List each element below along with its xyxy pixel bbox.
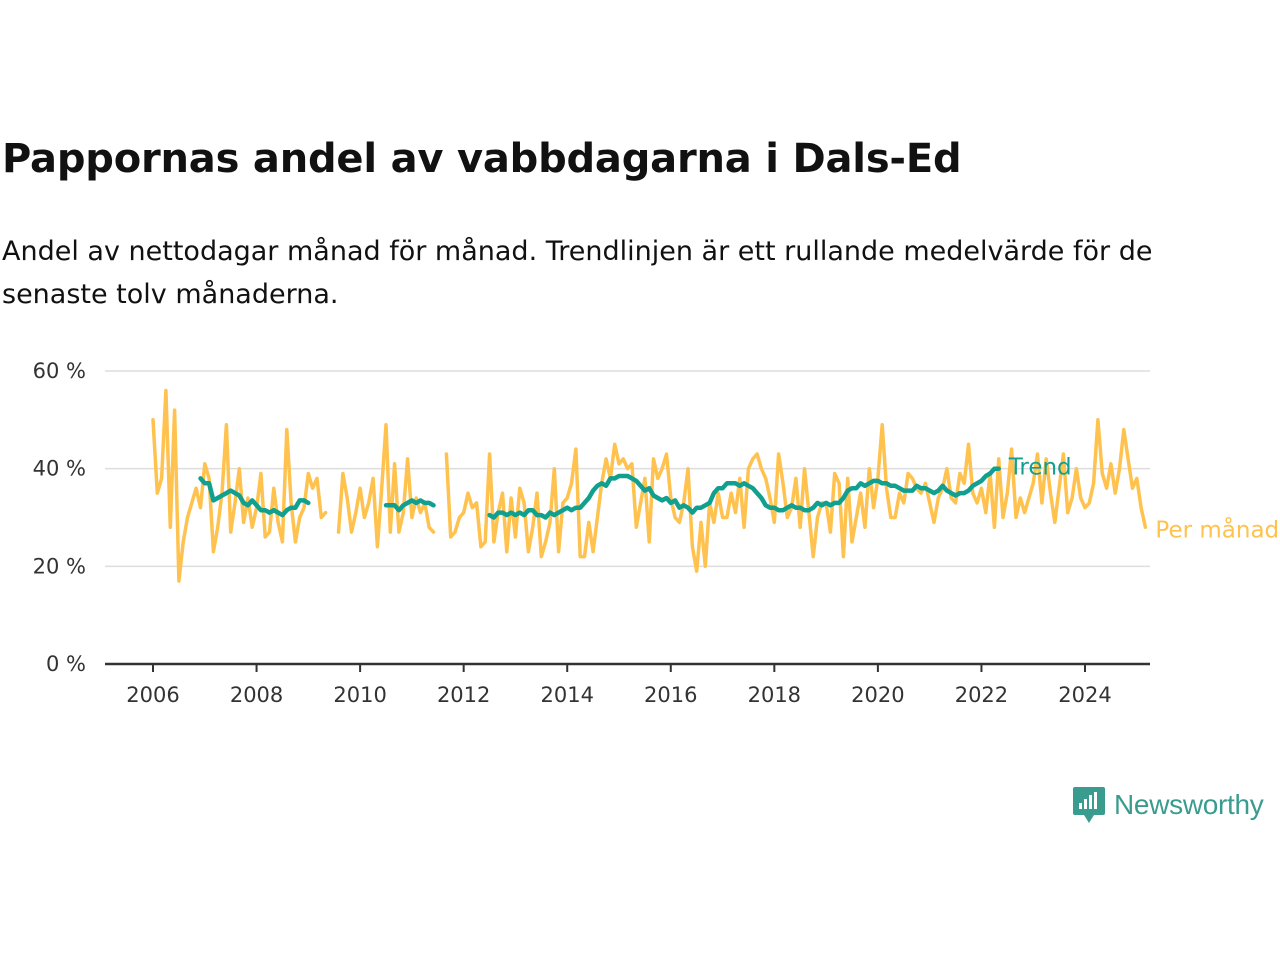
series-line (198, 476, 311, 518)
series-line (151, 388, 328, 583)
y-axis: 0 % 20 % 40 % 60 % (33, 359, 86, 676)
line-chart: 0 % 20 % 40 % 60 % 2006 2008 2010 2012 2014 2016… (33, 359, 1280, 707)
newsworthy-logo-icon (1073, 787, 1105, 823)
x-tick-label: 2008 (230, 683, 283, 707)
series-trend (198, 466, 1001, 520)
series-per-manad (151, 388, 1148, 583)
chart-subtitle: Andel av nettodagar månad för månad. Tre… (2, 236, 1153, 310)
x-tick-label: 2016 (644, 683, 697, 707)
series-line (444, 418, 1148, 573)
y-tick-label: 40 % (33, 457, 86, 481)
series-line (383, 498, 436, 513)
x-tick-label: 2006 (126, 683, 179, 707)
brand-name: Newsworthy (1114, 789, 1264, 820)
x-tick-label: 2022 (955, 683, 1008, 707)
series-label: Per månad (1155, 515, 1279, 543)
x-tick-label: 2010 (333, 683, 386, 707)
y-tick-label: 60 % (33, 359, 86, 383)
chart-title: Pappornas andel av vabbdagarna i Dals-Ed (2, 136, 962, 182)
x-tick-label: 2018 (748, 683, 801, 707)
x-tick-label: 2024 (1058, 683, 1111, 707)
series-line (487, 466, 1001, 520)
y-tick-label: 20 % (33, 554, 86, 578)
x-tick-label: 2014 (540, 683, 593, 707)
y-tick-label: 0 % (46, 652, 86, 676)
series-labels: Per månad Trend (1008, 455, 1279, 544)
brand-logo: Newsworthy (1072, 785, 1264, 825)
series-line (336, 422, 436, 549)
x-tick-label: 2012 (437, 683, 490, 707)
x-axis: 2006 2008 2010 2012 2014 2016 2018 2020 2022 2024 (105, 662, 1150, 707)
series-label: Trend (1008, 455, 1072, 481)
x-tick-label: 2020 (851, 683, 904, 707)
